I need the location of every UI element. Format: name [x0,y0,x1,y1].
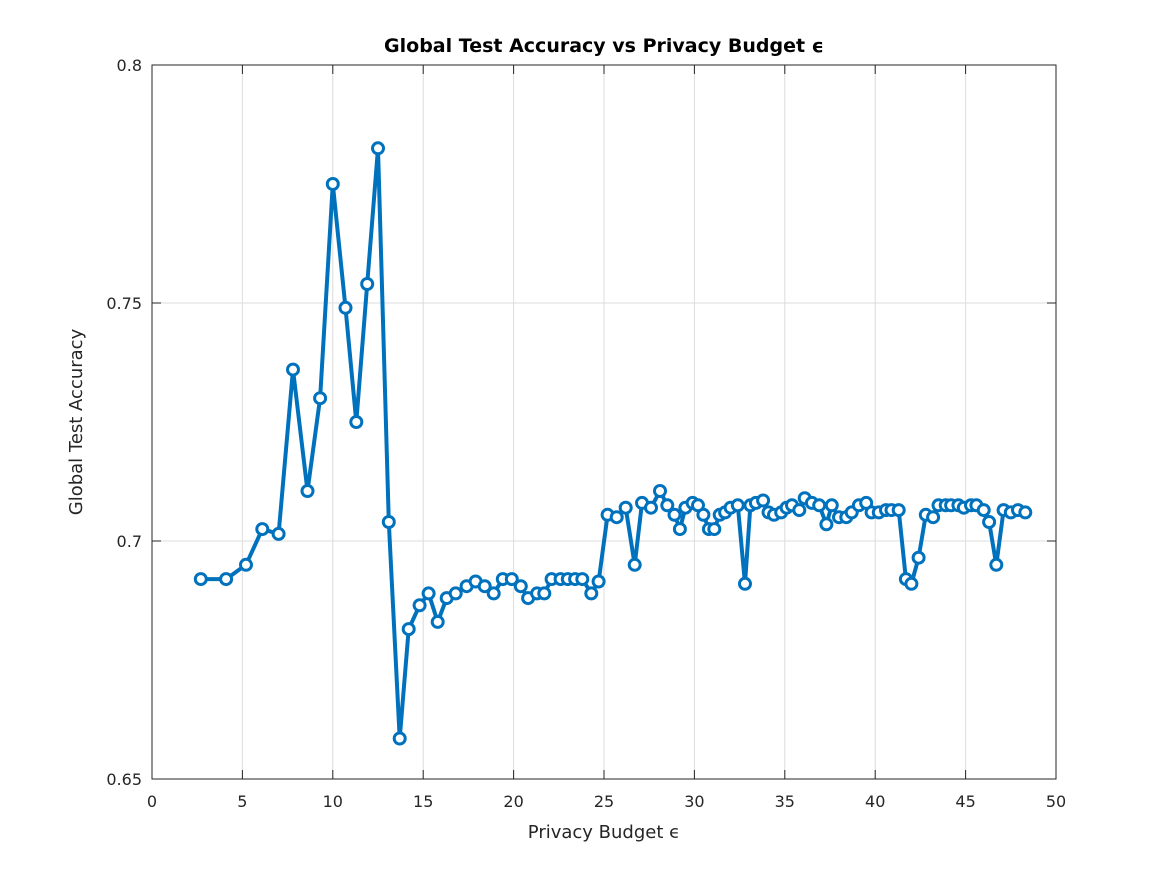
data-point [477,579,492,594]
data-point [707,522,722,537]
data-point [819,517,834,532]
chart-title: Global Test Accuracy vs Privacy Budget ϵ [384,35,824,57]
data-point [412,598,427,613]
data-point [653,484,667,498]
data-point [313,391,328,406]
x-tick-label: 40 [865,792,885,811]
data-point [672,522,687,537]
data-point [371,141,385,156]
data-point [271,526,286,541]
y-tick-label: 0.75 [106,294,142,313]
data-point [193,572,208,587]
data-point [486,586,501,601]
data-point [504,572,519,587]
x-tick-label: 0 [147,792,157,811]
data-point [982,515,997,529]
data-point [660,498,675,513]
x-tick-label: 15 [413,792,433,811]
data-point [730,498,745,513]
x-tick-label: 45 [955,792,975,811]
x-tick-label: 50 [1046,792,1066,811]
data-point [338,300,353,315]
data-point [360,277,375,291]
grid-lines [152,65,1056,779]
y-tick-label: 0.8 [117,56,142,75]
data-point [255,522,270,537]
data-point [591,574,606,589]
data-point [381,515,396,529]
y-tick-label: 0.65 [106,770,142,789]
data-point [401,622,416,637]
x-tick-label: 25 [594,792,614,811]
data-point [300,484,315,498]
data-point [696,507,711,522]
data-point [349,415,364,429]
y-tick-label: 0.7 [117,532,142,551]
data-point [430,614,445,629]
data-point [756,493,771,508]
data-point [738,576,752,591]
data-point [812,498,827,513]
data-point [448,586,463,601]
x-axis-label: Privacy Budget ϵ [528,822,680,843]
data-point [891,503,906,518]
series-layer [193,141,1033,746]
data-point [513,579,528,594]
data-point [286,362,300,377]
data-point [239,557,253,572]
x-tick-label: 30 [684,792,704,811]
data-point [575,572,590,587]
data-point [644,500,658,515]
data-point [627,557,642,572]
data-point [904,576,919,591]
data-point [1018,505,1033,520]
x-tick-label: 5 [237,792,247,811]
data-point [911,550,926,565]
data-point [219,572,234,587]
x-tick-label: 35 [775,792,795,811]
x-tick-label: 20 [503,792,523,811]
data-point [926,510,941,525]
data-point [609,510,624,525]
y-axis-label: Global Test Accuracy [66,328,87,515]
data-point [667,507,682,522]
axis-ticks: 0 5 10 15 20 25 30 35 40 45 50 0.65 0.7 0.75 0.8 [106,56,1066,811]
data-point [392,731,407,746]
data-point [584,586,599,601]
data-point [325,177,340,191]
data-point [792,503,807,518]
data-point [976,503,991,518]
data-point [537,586,552,601]
x-tick-label: 10 [323,792,343,811]
data-point [824,498,839,513]
data-point [421,586,436,601]
data-point [618,500,633,515]
data-point [989,557,1004,572]
